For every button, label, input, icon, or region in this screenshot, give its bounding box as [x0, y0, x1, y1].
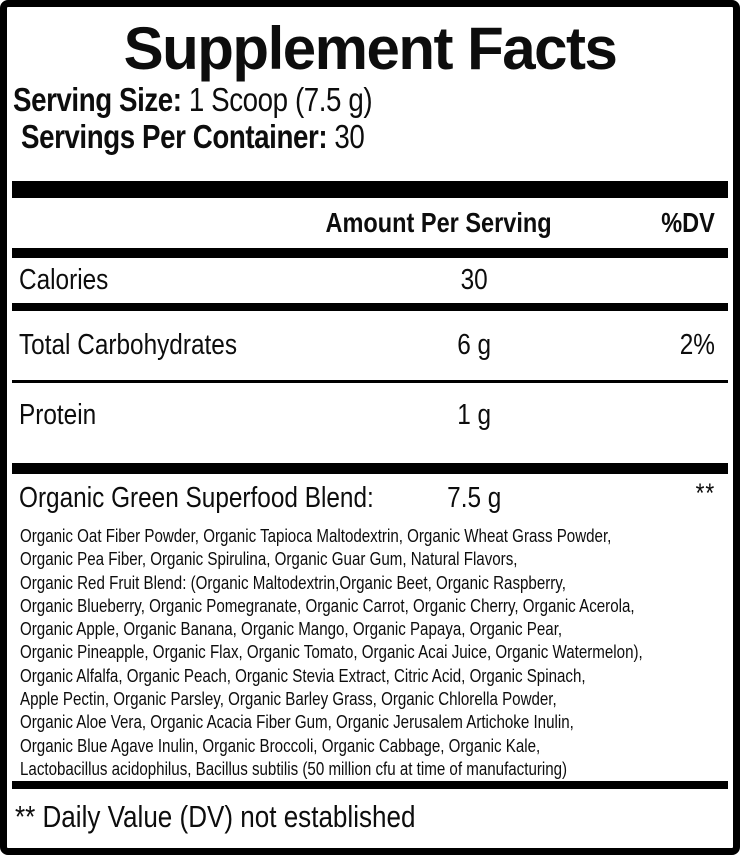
ingredients-line: Organic Oat Fiber Powder, Organic Tapioc…: [20, 526, 612, 546]
ingredients-line: Organic Apple, Organic Banana, Organic M…: [20, 619, 563, 640]
divider-below-calories: [12, 303, 728, 311]
ingredients-line: Organic Aloe Vera, Organic Acacia Fiber …: [20, 712, 574, 733]
table-row-total-carbohydrates: Total Carbohydrates 6 g 2%: [11, 311, 729, 380]
divider-below-header: [12, 248, 728, 258]
blend-name: Organic Green Superfood Blend:: [19, 482, 374, 514]
nutrient-name: Total Carbohydrates: [19, 329, 238, 361]
ingredients-line: Organic Pineapple, Organic Flax, Organic…: [20, 642, 643, 663]
nutrient-name: Protein: [19, 398, 97, 431]
section-divider-thick-blend: [12, 463, 728, 474]
serving-size-value: 1 Scoop (7.5 g): [181, 81, 373, 118]
ingredients-line: Apple Pectin, Organic Parsley, Organic B…: [20, 689, 557, 710]
servings-per-container-value: 30: [327, 118, 365, 155]
serving-size-label: Serving Size:: [13, 81, 182, 118]
table-row-protein: Protein 1 g: [11, 383, 729, 463]
ingredients-list: Organic Oat Fiber Powder, Organic Tapioc…: [11, 521, 729, 781]
serving-size-row: Serving Size: 1 Scoop (7.5 g): [11, 81, 729, 118]
header-amount-per-serving: Amount Per Serving: [325, 207, 553, 238]
nutrient-name: Calories: [19, 264, 109, 296]
nutrient-amount: 1 g: [457, 398, 491, 431]
table-row-calories: Calories 30: [11, 258, 729, 303]
table-header-row: Amount Per Serving %DV: [11, 198, 729, 248]
ingredients-line: Organic Pea Fiber, Organic Spirulina, Or…: [20, 549, 518, 570]
divider-above-footnote: [12, 781, 728, 790]
servings-per-container-label: Servings Per Container:: [21, 118, 328, 155]
ingredients-line: Organic Red Fruit Blend: (Organic Maltod…: [20, 572, 566, 593]
blend-dv-asterisks: **: [695, 478, 715, 508]
ingredients-line: Lactobacillus acidophilus, Bacillus subt…: [20, 758, 568, 779]
nutrient-amount: 6 g: [457, 329, 491, 361]
table-row-green-superfood-blend: Organic Green Superfood Blend: 7.5 g **: [11, 474, 729, 521]
header-percent-dv: %DV: [661, 207, 715, 238]
ingredients-line: Organic Blueberry, Organic Pomegranate, …: [20, 595, 635, 616]
ingredients-line: Organic Blue Agave Inulin, Organic Brocc…: [20, 735, 541, 756]
section-divider-thick-top: [12, 181, 728, 198]
nutrient-dv: [559, 264, 715, 297]
nutrient-dv: [559, 399, 715, 432]
daily-value-footnote: ** Daily Value (DV) not established: [15, 798, 416, 834]
blend-amount: 7.5 g: [446, 482, 502, 514]
nutrient-amount: 30: [460, 264, 488, 296]
nutrient-dv: 2%: [679, 329, 715, 361]
ingredients-line: Organic Alfalfa, Organic Peach, Organic …: [20, 665, 586, 686]
panel-title: Supplement Facts: [123, 15, 618, 82]
divider-below-carbohydrates: [12, 380, 728, 383]
servings-per-container-row: Servings Per Container: 30: [11, 118, 729, 155]
